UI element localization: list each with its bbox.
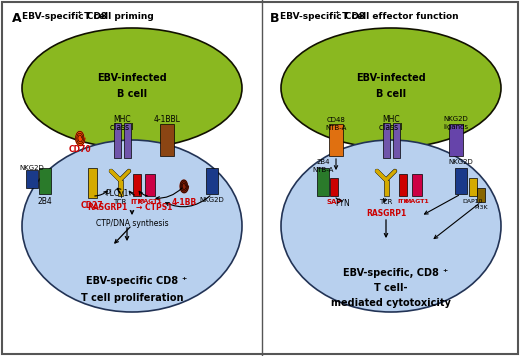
FancyBboxPatch shape — [384, 180, 388, 196]
Text: NKG2D: NKG2D — [20, 165, 44, 171]
FancyBboxPatch shape — [393, 123, 399, 158]
Text: B cell: B cell — [117, 89, 147, 99]
Text: MAGT1: MAGT1 — [405, 199, 430, 204]
Text: TCR: TCR — [379, 199, 393, 205]
FancyBboxPatch shape — [330, 178, 338, 196]
FancyBboxPatch shape — [39, 168, 51, 194]
Text: B cell: B cell — [376, 89, 406, 99]
FancyBboxPatch shape — [455, 168, 467, 194]
Text: → CTPS1: → CTPS1 — [136, 204, 172, 213]
Text: +: + — [442, 268, 447, 273]
FancyBboxPatch shape — [113, 123, 121, 158]
Text: T cell effector function: T cell effector function — [339, 12, 459, 21]
FancyBboxPatch shape — [26, 170, 38, 188]
Text: T cell-: T cell- — [374, 283, 408, 293]
FancyBboxPatch shape — [118, 180, 123, 196]
Text: DAP10: DAP10 — [463, 199, 483, 204]
Text: EBV-specific CD8: EBV-specific CD8 — [22, 12, 107, 21]
Text: EBV-infected: EBV-infected — [97, 73, 167, 83]
Text: NTB-A: NTB-A — [313, 167, 334, 173]
Text: RASGRP1: RASGRP1 — [366, 209, 406, 219]
FancyBboxPatch shape — [124, 123, 131, 158]
Text: EBV-infected: EBV-infected — [356, 73, 426, 83]
Text: RASGRP1: RASGRP1 — [87, 204, 127, 213]
Text: +: + — [76, 10, 81, 15]
Text: 2B4: 2B4 — [37, 197, 53, 206]
Text: CD27: CD27 — [81, 201, 103, 210]
Ellipse shape — [281, 140, 501, 312]
FancyBboxPatch shape — [87, 168, 97, 198]
Ellipse shape — [22, 140, 242, 312]
Text: CD48: CD48 — [327, 117, 345, 123]
Text: PLCγ1: PLCγ1 — [106, 188, 128, 198]
Text: 4-1BB: 4-1BB — [172, 198, 197, 207]
Text: class I: class I — [110, 122, 134, 131]
FancyBboxPatch shape — [160, 124, 174, 156]
FancyBboxPatch shape — [206, 168, 218, 194]
Text: EBV-specific CD8: EBV-specific CD8 — [280, 12, 365, 21]
Text: T cell priming: T cell priming — [81, 12, 154, 21]
Text: NTB-A: NTB-A — [326, 125, 347, 131]
Text: ligands: ligands — [444, 124, 469, 130]
FancyBboxPatch shape — [317, 168, 329, 196]
Text: MHC: MHC — [382, 115, 400, 124]
Text: CD70: CD70 — [69, 145, 92, 153]
Text: PI3K: PI3K — [474, 205, 488, 210]
Text: NKG2D: NKG2D — [200, 197, 224, 203]
Text: mediated cytotoxicity: mediated cytotoxicity — [331, 298, 451, 308]
Text: NKG2D: NKG2D — [444, 116, 469, 122]
Text: B: B — [270, 12, 280, 25]
Text: 4-1BBL: 4-1BBL — [153, 115, 180, 125]
Text: FYN: FYN — [335, 199, 350, 208]
Text: NKG2D: NKG2D — [449, 159, 473, 165]
Text: T cell proliferation: T cell proliferation — [81, 293, 183, 303]
Text: class I: class I — [379, 122, 403, 131]
FancyBboxPatch shape — [133, 174, 141, 196]
Text: SAP: SAP — [326, 199, 342, 205]
Ellipse shape — [281, 28, 501, 148]
Ellipse shape — [22, 28, 242, 148]
Text: ITK: ITK — [397, 199, 409, 204]
Text: TCR: TCR — [113, 199, 127, 205]
FancyBboxPatch shape — [399, 174, 407, 196]
Text: MAGT1: MAGT1 — [138, 199, 162, 204]
Text: EBV-specific, CD8: EBV-specific, CD8 — [343, 268, 439, 278]
Text: EBV-specific CD8: EBV-specific CD8 — [86, 276, 178, 286]
FancyBboxPatch shape — [469, 178, 477, 196]
Text: 2B4: 2B4 — [316, 159, 330, 165]
Text: A: A — [12, 12, 22, 25]
Polygon shape — [75, 131, 85, 146]
FancyBboxPatch shape — [477, 188, 485, 202]
Text: +: + — [181, 277, 186, 282]
FancyBboxPatch shape — [145, 174, 155, 196]
FancyBboxPatch shape — [412, 174, 422, 196]
FancyBboxPatch shape — [449, 124, 463, 156]
FancyBboxPatch shape — [383, 123, 389, 158]
FancyBboxPatch shape — [329, 124, 343, 156]
Text: ITK: ITK — [131, 199, 144, 205]
Text: +: + — [334, 10, 340, 15]
Text: CTP/DNA synthesis: CTP/DNA synthesis — [96, 219, 168, 227]
Text: MHC: MHC — [113, 115, 131, 124]
Polygon shape — [180, 180, 188, 193]
